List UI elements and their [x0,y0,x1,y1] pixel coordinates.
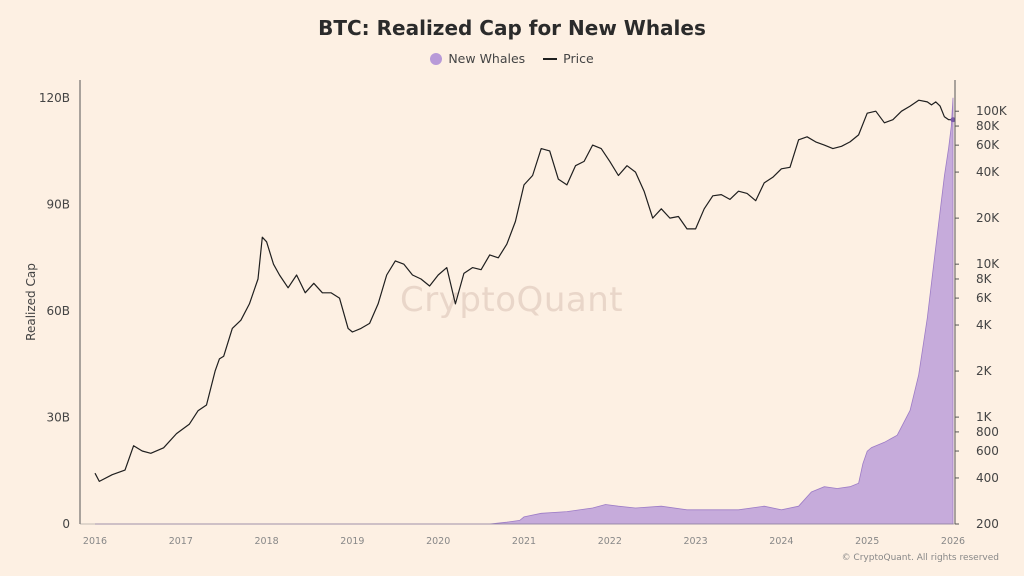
y2-tick-label: 400 [976,471,999,485]
y-tick-label: 60B [46,304,70,318]
y2-tick-label: 1K [976,410,993,424]
watermark-logo: CryptoQuant [400,280,624,320]
chart-title: BTC: Realized Cap for New Whales [318,16,706,40]
y2-tick-label: 20K [976,211,1000,225]
legend-swatch-new-whales [430,53,443,65]
y2-tick-label: 2K [976,364,993,378]
x-tick-label: 2019 [340,536,364,547]
legend-item-price[interactable]: Price [543,51,594,66]
x-tick-label: 2018 [255,536,279,547]
y-tick-label: 30B [46,410,70,424]
x-tick-label: 2016 [83,536,107,547]
legend-label-price: Price [563,51,594,66]
y2-tick-label: 80K [976,119,1000,133]
price-line [94,99,953,482]
price-line-layer [94,99,956,482]
x-tick-label: 2026 [941,536,965,547]
y2-tick-label: 200 [976,517,999,531]
legend-label-new-whales: New Whales [448,51,526,66]
y2-tick-label: 4K [976,318,993,332]
y2-tick-label: 100K [976,104,1008,118]
chart-legend: New Whales Price [0,50,1024,66]
y2-tick-label: 8K [976,272,993,286]
y2-tick-label: 10K [976,257,1000,271]
legend-item-new-whales[interactable]: New Whales [430,51,525,66]
x-tick-label: 2024 [769,536,793,547]
x-tick-label: 2017 [169,536,193,547]
x-tick-label: 2025 [855,536,879,547]
x-tick-label: 2022 [598,536,622,547]
y2-tick-label: 40K [976,165,1000,179]
x-tick-label: 2020 [426,536,450,547]
y2-tick-label: 60K [976,138,1000,152]
y-tick-label: 120B [39,91,70,105]
axis-layer: 0 30B 60B 90B 120B Realized Cap 200 400 600 8001K… [24,80,1008,547]
copyright-notice: © CryptoQuant. All rights reserved [841,553,999,563]
legend-swatch-price [543,58,558,60]
y2-tick-label: 800 [976,425,999,439]
y-axis-title: Realized Cap [24,263,38,341]
new-whales-area [95,97,954,525]
y2-tick-label: 600 [976,444,999,458]
y2-tick-label: 6K [976,291,993,305]
x-tick-label: 2021 [512,536,536,547]
price-last-point [950,117,956,123]
y-tick-label: 0 [62,517,70,531]
y-tick-label: 90B [46,197,70,211]
x-tick-label: 2023 [684,536,708,547]
new-whales-area-layer [95,97,954,525]
